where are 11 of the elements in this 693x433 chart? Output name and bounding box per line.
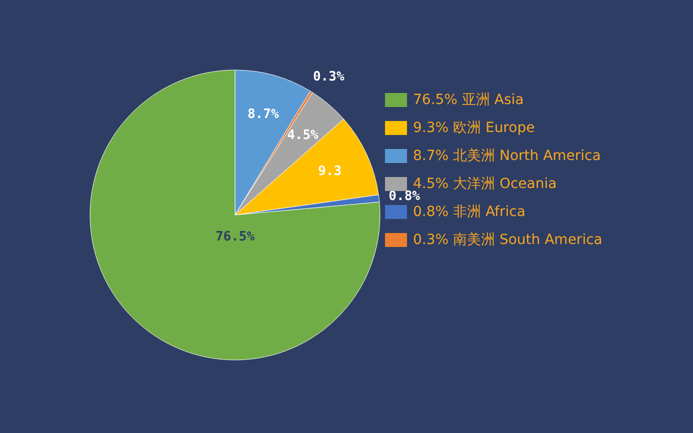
legend-label: 9.3% 欧洲 Europe xyxy=(413,120,535,136)
legend-label: 76.5% 亚洲 Asia xyxy=(413,92,524,108)
pie-slice xyxy=(90,70,380,360)
data-label: 4.5% xyxy=(287,128,319,144)
data-label: 8.7% xyxy=(247,107,279,122)
data-label: 9.3 xyxy=(318,164,342,179)
data-label: 0.3% xyxy=(312,70,344,85)
legend-label: 0.8% 非洲 Africa xyxy=(413,204,526,220)
legend-label: 8.7% 北美洲 North America xyxy=(413,148,601,164)
legend-label: 0.3% 南美洲 South America xyxy=(413,232,602,248)
data-label: 76.5% xyxy=(215,229,255,244)
